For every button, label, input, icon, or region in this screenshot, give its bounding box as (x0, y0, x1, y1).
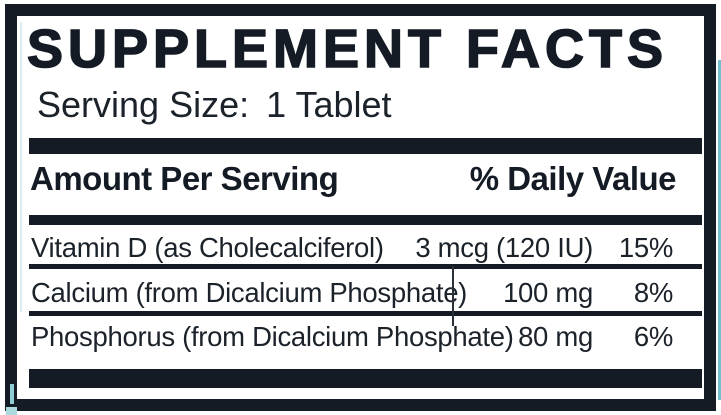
nutrient-row-phosphorus: Phosphorus (from Dicalcium Phosphate) 80… (0, 322, 721, 356)
nutrient-name: Calcium (from Dicalcium Phosphate) (31, 277, 468, 308)
nutrient-daily-value: 6% (633, 321, 673, 352)
separator-bar-header (29, 215, 702, 225)
text-cursor-artifact (452, 266, 454, 326)
daily-value-header: % Daily Value (469, 160, 677, 197)
separator-bar-top (29, 138, 702, 154)
serving-size-line: Serving Size: 1 Tablet (37, 86, 392, 124)
teal-edge-left (20, 22, 22, 312)
nutrient-name: Vitamin D (as Cholecalciferol) (31, 232, 384, 263)
serving-size-label: Serving Size: (37, 84, 250, 125)
row-divider (29, 311, 702, 316)
teal-edge-right (718, 60, 721, 400)
teal-corner-artifact (6, 407, 17, 415)
panel-border (5, 4, 716, 411)
nutrient-daily-value: 8% (633, 277, 673, 308)
serving-size-value: 1 Tablet (266, 84, 392, 125)
nutrient-daily-value: 15% (618, 232, 673, 263)
row-divider (29, 264, 702, 269)
separator-bar-bottom (29, 369, 702, 388)
nutrient-amount: 3 mcg (120 IU) (415, 232, 593, 263)
nutrient-amount: 80 mg (518, 321, 593, 352)
amount-per-serving-header: Amount Per Serving (30, 160, 339, 197)
nutrient-row-calcium: Calcium (from Dicalcium Phosphate) 100 m… (0, 278, 721, 312)
nutrient-amount: 100 mg (503, 277, 593, 308)
nutrient-row-vitamin-d: Vitamin D (as Cholecalciferol) 3 mcg (12… (0, 233, 721, 267)
panel-title: SUPPLEMENT FACTS (26, 19, 669, 79)
nutrient-name: Phosphorus (from Dicalcium Phosphate) (31, 321, 514, 352)
teal-edge-bottom-left (10, 384, 14, 404)
